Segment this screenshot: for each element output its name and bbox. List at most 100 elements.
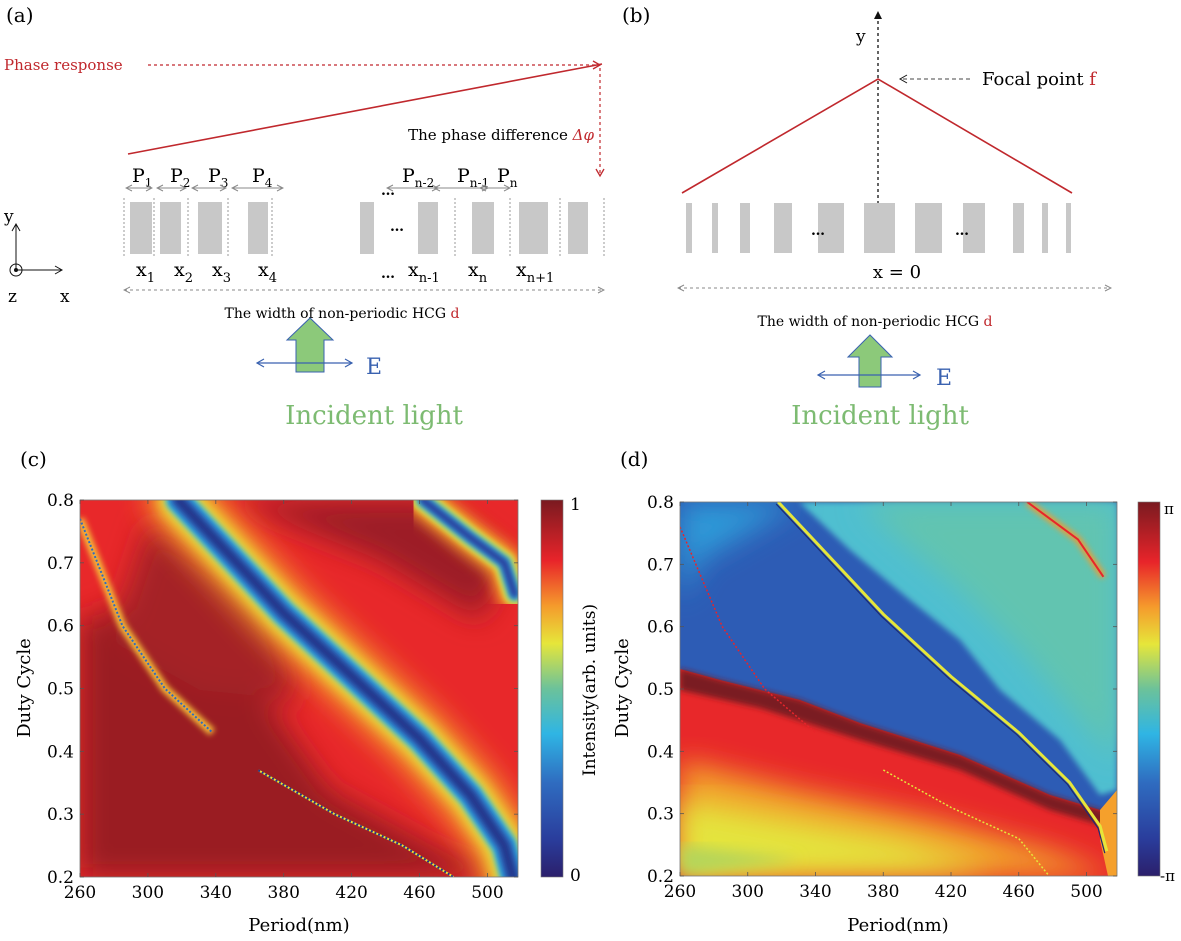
ellipsis: … <box>390 219 404 235</box>
width-label-b: The width of non-periodic HCG d <box>758 314 993 330</box>
grating-bar <box>160 202 181 254</box>
ellipsis: … <box>381 266 395 282</box>
width-label-a: The width of non-periodic HCG d <box>225 306 460 322</box>
heatmap-c-features <box>80 500 518 877</box>
y-tick-label: 0.3 <box>647 805 674 825</box>
colorbar-d <box>1137 501 1161 877</box>
y-tick-label: 0.6 <box>647 618 674 638</box>
dark-red-region <box>110 520 300 700</box>
period-labels: P1 P2 P3 P4 Pn-2 Pn-1 Pn <box>132 165 518 190</box>
position-label: x4 <box>258 259 277 286</box>
grating-bar <box>248 202 268 254</box>
heatmap-d <box>680 502 1117 876</box>
grating-b <box>686 203 1071 253</box>
grating-bar <box>360 202 374 254</box>
position-label: x3 <box>212 259 231 286</box>
y-tick-label: 0.3 <box>47 805 74 825</box>
coordinate-axes-icon: y z x <box>3 207 70 307</box>
grating-a: …… <box>123 183 605 258</box>
y-tick-label: 0.4 <box>647 742 674 762</box>
y-tick-label: 0.8 <box>647 493 674 513</box>
x-tick-label: 300 <box>732 882 764 902</box>
x-tick-label: 460 <box>1003 882 1035 902</box>
y-tick-label: 0.2 <box>647 867 674 887</box>
grating-bar <box>130 202 152 254</box>
x-axis-title-c: Period(nm) <box>248 915 349 936</box>
incident-arrow-icon <box>846 334 894 388</box>
position-label: xn-1 <box>408 259 440 286</box>
period-label: Pn-1 <box>457 165 489 190</box>
x-tick-label: 500 <box>1070 882 1102 902</box>
panel-d: (d) 260 300 340 380 420 460 500 0.2 0.3 0.4 0.5 0.6… <box>612 447 1175 936</box>
axis-z-label: z <box>8 287 17 307</box>
center-label-b: x = 0 <box>873 262 921 283</box>
x-tick-label: 260 <box>664 882 696 902</box>
panel-b-label: (b) <box>622 3 650 27</box>
e-field-label: E <box>366 355 382 380</box>
colorbar-c-label: Intensity(arb. units) <box>580 604 600 776</box>
grating-bar <box>198 202 222 254</box>
axes-c: 260 300 340 380 420 460 500 0.2 0.3 0.4 0.5 0.6 0.7 0… <box>47 491 518 903</box>
y-tick-label: 0.8 <box>47 491 74 511</box>
low-intensity-band <box>174 500 518 877</box>
thin-resonance-line <box>680 526 816 734</box>
grating-bar <box>519 202 548 254</box>
grating-bar <box>740 203 750 253</box>
period-label: P3 <box>208 165 228 190</box>
heatmap-c <box>80 500 518 877</box>
focal-point-label: Focal point f <box>982 69 1097 90</box>
green-yellow-region <box>680 845 800 876</box>
grating-bar <box>1066 203 1071 253</box>
y-tick-label: 0.5 <box>647 680 674 700</box>
grating-bar <box>712 203 718 253</box>
ellipsis: … <box>381 183 395 199</box>
colorbar-c <box>540 499 564 878</box>
position-label: xn+1 <box>516 259 554 286</box>
y-tick-label: 0.2 <box>47 868 74 888</box>
incident-light-a: E Incident light <box>255 317 463 431</box>
incident-light-b: E Incident light <box>791 334 969 431</box>
lower-resonance-line-dots <box>257 769 455 877</box>
position-label: x2 <box>174 259 193 286</box>
phase-difference-label: The phase difference Δφ <box>408 126 594 144</box>
grating-bar <box>1013 203 1024 253</box>
position-label: x1 <box>136 259 155 286</box>
e-field-label-b: E <box>936 366 952 391</box>
position-label: xn <box>468 259 488 286</box>
ellipsis-right-b: … <box>955 223 969 239</box>
grating-bar <box>774 203 792 253</box>
x-tick-label: 340 <box>799 882 831 902</box>
teal-region <box>860 502 1117 760</box>
colorbar-c-min: 0 <box>570 866 581 886</box>
x-tick-label: 380 <box>867 882 899 902</box>
y-axis-title-c: Duty Cycle <box>14 638 35 738</box>
period-label: Pn <box>497 165 518 190</box>
x-tick-label: 260 <box>64 883 96 903</box>
grating-bar <box>472 202 494 254</box>
grating-bar <box>864 203 895 253</box>
incident-arrow-icon <box>285 317 335 373</box>
left-resonance-line <box>80 518 214 734</box>
panel-b: (b) y Focal point f … … x = 0 The width … <box>622 3 1111 431</box>
axes-d: 260 300 340 380 420 460 500 0.2 0.3 0.4 0.5 0.6 0.7 0… <box>647 493 1117 902</box>
panel-c-label: (c) <box>20 447 47 471</box>
y-tick-label: 0.4 <box>47 742 74 762</box>
x-tick-label: 420 <box>935 882 967 902</box>
dark-red-band <box>680 669 1117 830</box>
incident-light-label-b: Incident light <box>791 401 969 431</box>
grating-bar <box>915 203 942 253</box>
axis-y-label: y <box>3 207 14 227</box>
x-tick-label: 420 <box>335 883 367 903</box>
period-label: P4 <box>252 165 273 190</box>
x-tick-label: 500 <box>471 883 503 903</box>
panel-c: (c) 260 300 340 380 420 460 500 0.2 0.3 0.4 0.5 0.6… <box>14 447 600 936</box>
light-blue-region <box>680 502 800 600</box>
grating-bar <box>568 202 588 254</box>
x-axis-title-d: Period(nm) <box>847 915 948 936</box>
x-tick-label: 300 <box>132 883 164 903</box>
y-axis-label-b: y <box>855 27 866 47</box>
x-tick-label: 340 <box>200 883 232 903</box>
x-tick-label: 380 <box>267 883 299 903</box>
grating-bar <box>1042 203 1048 253</box>
